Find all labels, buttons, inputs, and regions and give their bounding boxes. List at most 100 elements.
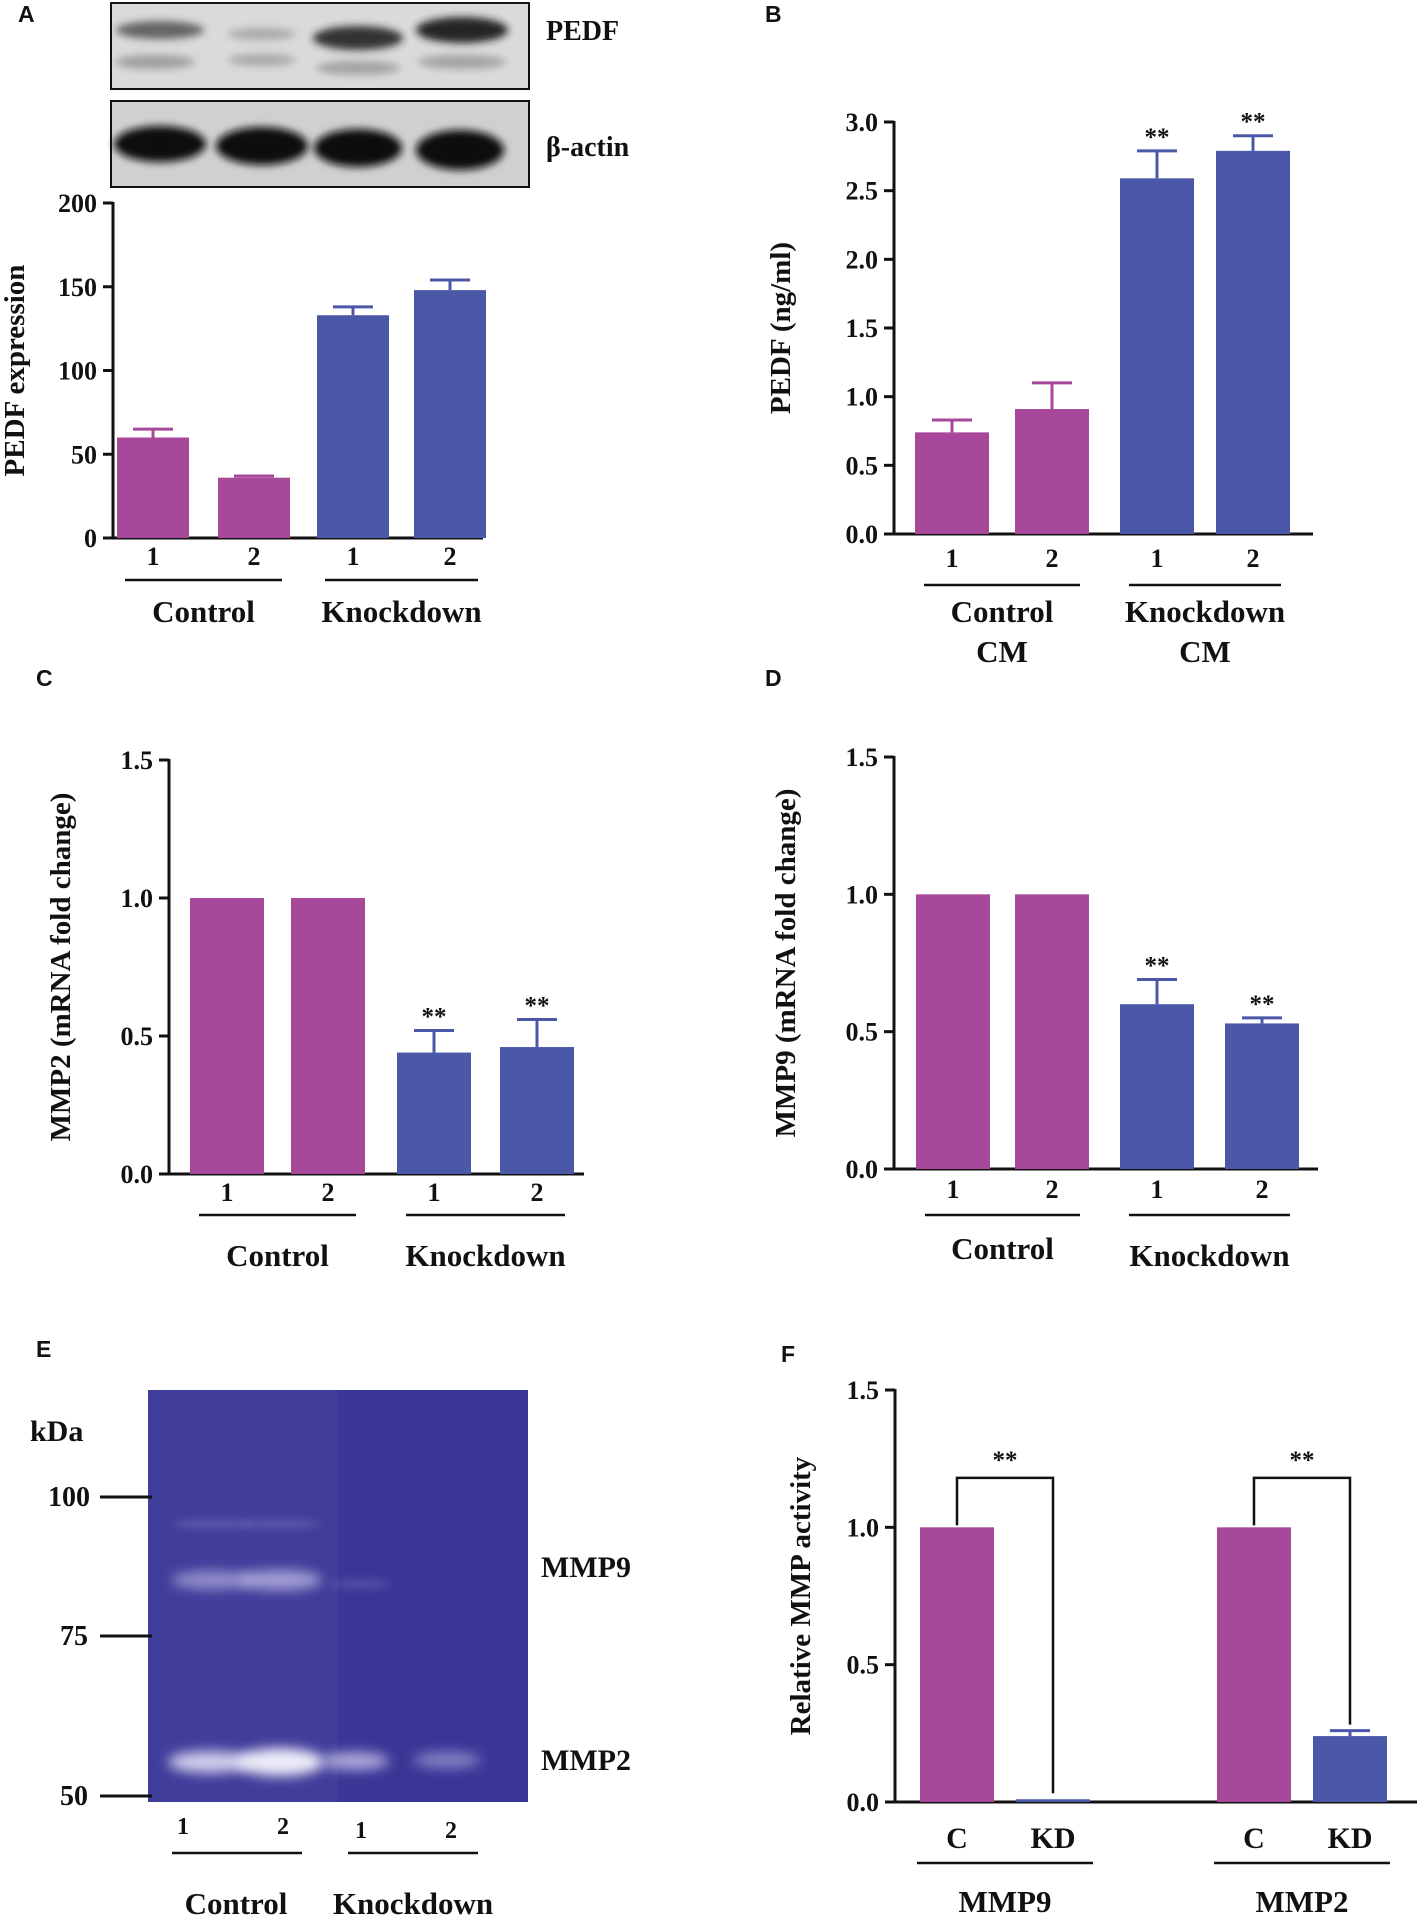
control-group-label: Control (185, 1886, 288, 1919)
category-label: 2 (1247, 544, 1260, 573)
bar (218, 477, 290, 538)
zymogram-gel (148, 1390, 528, 1802)
category-label: 2 (1046, 1175, 1059, 1204)
y-tick-label: 1.5 (121, 746, 154, 775)
mmp2-band-lane-3 (321, 1752, 389, 1770)
category-label: 1 (1151, 1175, 1164, 1204)
y-axis-title: PEDF (ng/ml) (765, 242, 797, 414)
category-label: 2 (322, 1178, 335, 1207)
mmp9-band-lane-2 (238, 1570, 322, 1590)
panel-d-label: D (765, 665, 782, 691)
category-label: 2 (1046, 544, 1059, 573)
bar (1016, 1799, 1090, 1802)
y-tick-label: 100 (58, 357, 97, 386)
y-axis-title: MMP9 (mRNA fold change) (770, 789, 802, 1138)
y-tick-label: 2.5 (846, 177, 879, 206)
y-tick-label: 0.5 (847, 1651, 880, 1680)
y-tick-label: 1.5 (847, 1376, 880, 1405)
y-tick-label: 1.0 (121, 884, 154, 913)
category-label: KD (1328, 1822, 1373, 1855)
chart-f: 0.0 0.5 1.0 1.5 Relative MMP activity C KD MMP9… (785, 1376, 1417, 1919)
y-tick-label: 0.5 (121, 1022, 154, 1051)
bar (291, 898, 365, 1174)
panel-b-label: B (765, 1, 782, 27)
category-label: C (946, 1822, 968, 1855)
chart-c: 0.0 0.5 1.0 1.5 MMP2 (mRNA fold change) 1 2 Con… (45, 746, 584, 1273)
marker-75-label: 75 (60, 1621, 88, 1652)
y-tick-label: 0.0 (121, 1160, 154, 1189)
y-tick-label: 1.0 (846, 880, 879, 909)
chart-d: 0.0 0.5 1.0 1.5 MMP9 (mRNA fold change) 1 2 Con… (770, 743, 1318, 1273)
actin-blot (110, 100, 530, 188)
chart-a: 0 50 100 150 200 PEDF expression 1 2 Control 1 2 Kn… (0, 189, 486, 629)
group-label: Control (951, 1231, 1054, 1266)
category-label: 2 (444, 542, 457, 571)
panel-d: D 0.0 0.5 1.0 1.5 MMP9 (mRNA fold change) 1 2 C… (765, 665, 1318, 1273)
significance-marker: ** (1145, 952, 1170, 979)
marker-50-label: 50 (60, 1781, 88, 1812)
bar (190, 898, 264, 1174)
marker-100-label: 100 (48, 1482, 90, 1513)
group-label: Control (226, 1238, 329, 1273)
bar (117, 437, 189, 538)
y-tick-label: 50 (71, 440, 97, 469)
category-label: 2 (531, 1178, 544, 1207)
significance-bracket (955, 1476, 1055, 1794)
marker-50: 50 (60, 1781, 152, 1812)
significance-marker: ** (1145, 124, 1170, 151)
panel-c-label: C (36, 665, 53, 691)
y-axis-title: Relative MMP activity (785, 1456, 817, 1735)
y-tick-label: 150 (58, 273, 97, 302)
bar (1120, 1004, 1194, 1169)
chart-b: 0.0 0.5 1.0 1.5 2.0 2.5 3.0 PEDF (ng/ml) 1 2 Contr… (765, 108, 1313, 669)
mmp9-band-label: MMP9 (541, 1551, 631, 1584)
significance-marker: ** (422, 1003, 447, 1030)
y-tick-label: 1.5 (846, 314, 879, 343)
bar (1015, 409, 1089, 534)
panel-a: A PEDF β-actin 0 50 100 150 200 PEDF expressi… (0, 1, 630, 629)
mmp2-band-label: MMP2 (541, 1744, 631, 1777)
y-tick-label: 200 (58, 189, 97, 218)
panel-e-label: E (36, 1336, 51, 1362)
actin-blot-label: β-actin (546, 132, 630, 163)
y-tick-label: 1.0 (846, 383, 879, 412)
bar (1216, 150, 1290, 534)
bar (1225, 1023, 1299, 1169)
y-tick-label: 2.0 (846, 245, 879, 274)
y-tick-label: 0 (84, 524, 97, 553)
significance-marker: ** (525, 992, 550, 1019)
y-tick-label: 3.0 (846, 108, 879, 137)
group-label: MMP2 (1256, 1884, 1349, 1919)
marker-100: 100 (48, 1482, 152, 1513)
lane-4-label: 2 (445, 1818, 457, 1844)
group-label: CM (976, 634, 1028, 669)
panel-c: C 0.0 0.5 1.0 1.5 MMP2 (mRNA fold change) 1 2 C… (36, 665, 584, 1273)
mmp9-band-lane-3 (330, 1579, 390, 1589)
category-label: C (1243, 1822, 1265, 1855)
mmp2-band-lane-4 (413, 1752, 481, 1768)
group-label: CM (1179, 634, 1231, 669)
y-tick-label: 1.5 (846, 743, 879, 772)
mmp9-band-lane-1 (171, 1571, 255, 1589)
category-label: 1 (947, 1175, 960, 1204)
bar (414, 290, 486, 538)
pedf-blot (110, 2, 530, 90)
y-axis-title: MMP2 (mRNA fold change) (45, 793, 77, 1142)
bar (500, 1047, 574, 1174)
category-label: 1 (946, 544, 959, 573)
significance-marker: ** (1250, 991, 1275, 1018)
group-label: Knockdown (1125, 594, 1285, 629)
panel-f: F 0.0 0.5 1.0 1.5 Relative MMP activity C KD MM… (781, 1341, 1417, 1919)
group-label: Knockdown (405, 1238, 565, 1273)
group-label: Control (152, 594, 255, 629)
kda-label: kDa (30, 1415, 83, 1448)
y-tick-label: 0.5 (846, 1018, 879, 1047)
category-label: 1 (1151, 544, 1164, 573)
group-label: Knockdown (321, 594, 481, 629)
mmp2-band-lane-1 (168, 1751, 252, 1773)
lane-1-label: 1 (177, 1814, 189, 1840)
panel-a-label: A (18, 1, 35, 27)
y-axis-title: PEDF expression (0, 265, 31, 477)
lane-3-label: 1 (355, 1818, 367, 1844)
